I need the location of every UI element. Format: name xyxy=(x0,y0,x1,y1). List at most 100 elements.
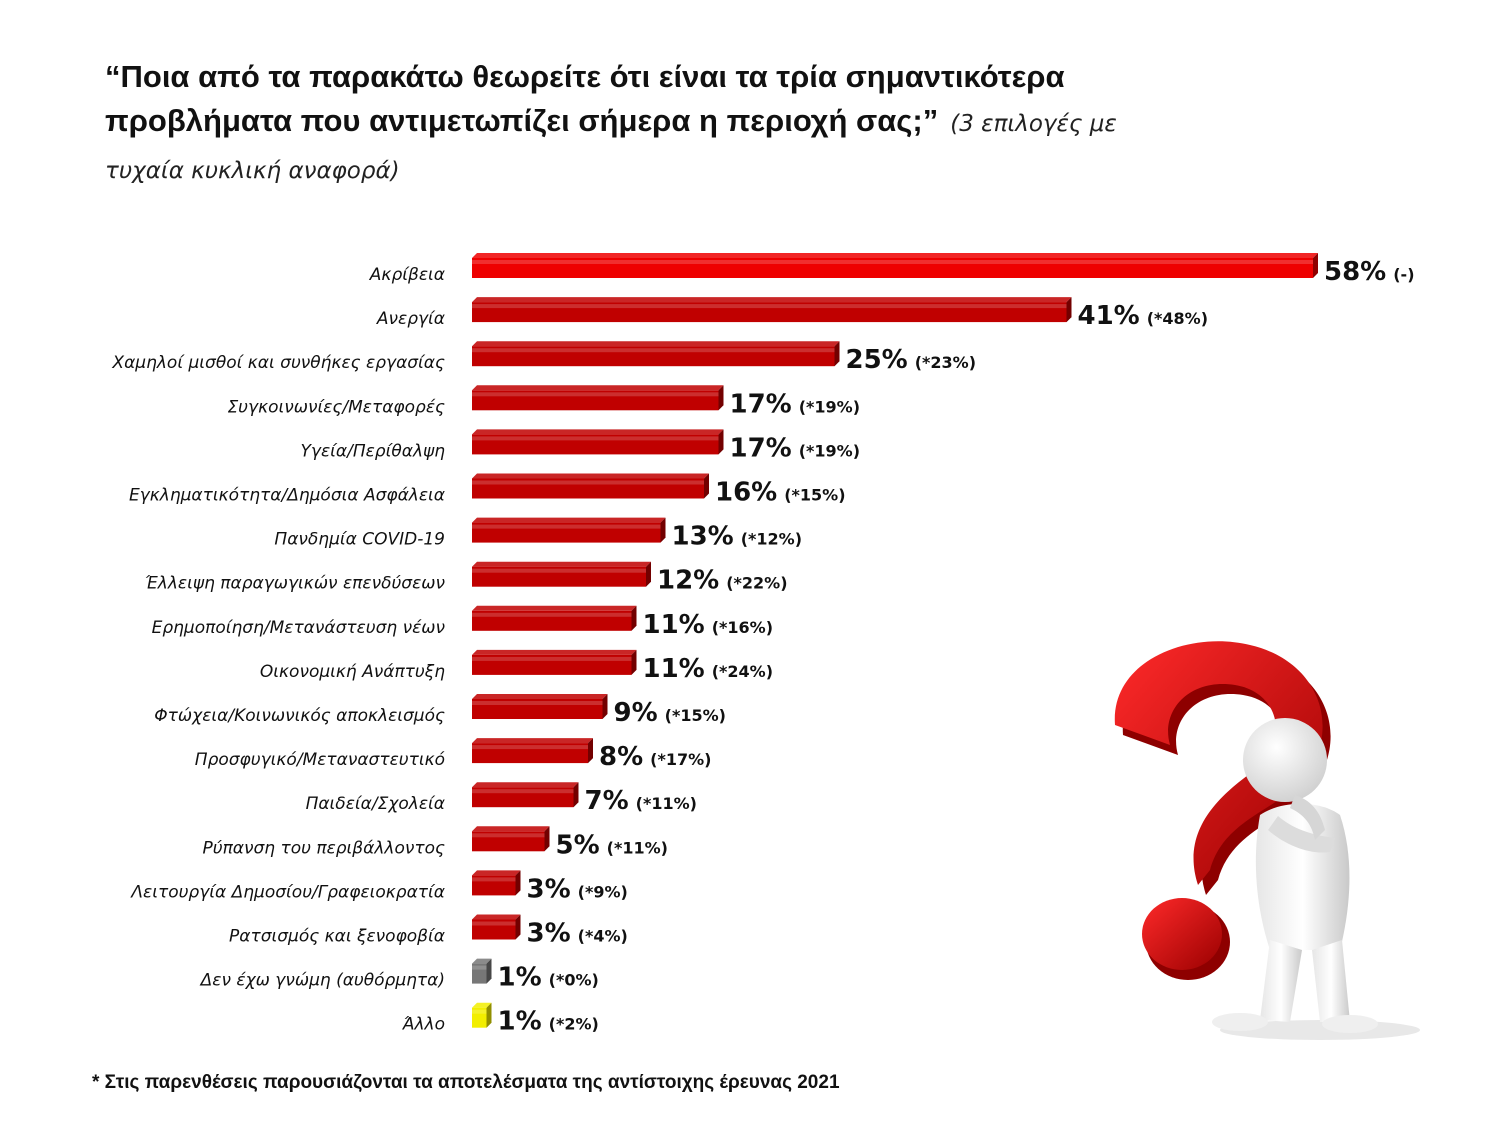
bar-highlight xyxy=(472,568,646,573)
category-label: Χαμηλοί μισθοί και συνθήκες εργασίας xyxy=(111,353,445,373)
bar-top xyxy=(472,782,579,788)
bar-group: Φτώχεια/Κοινωνικός αποκλεισμός 9% (*15%) xyxy=(154,694,726,728)
category-label: Υγεία/Περίθαλψη xyxy=(301,441,446,461)
bar-highlight xyxy=(472,1009,487,1014)
category-label: Ρύπανση του περιβάλλοντος xyxy=(202,838,445,858)
bar-side xyxy=(486,1002,492,1028)
bar xyxy=(472,258,1313,278)
bar-side xyxy=(588,738,593,764)
bar-top xyxy=(472,914,521,920)
bar-side xyxy=(718,385,724,411)
bar-highlight xyxy=(472,789,574,794)
category-label: Ακρίβεια xyxy=(369,265,445,285)
category-label: Οικονομική Ανάπτυξη xyxy=(260,662,445,682)
previous-value-label: (*12%) xyxy=(741,530,802,549)
bar-side xyxy=(515,870,521,896)
bar-side xyxy=(602,694,608,719)
bar-group: Έλλειψη παραγωγικών επενδύσεων 12% (*22%) xyxy=(145,561,788,596)
category-label: Παιδεία/Σχολεία xyxy=(306,794,445,814)
category-label: Προσφυγικό/Μεταναστευτικό xyxy=(195,750,445,770)
bar-highlight xyxy=(472,921,516,926)
title-note: (3 επιλογές με τυχαία κυκλική αναφορά) xyxy=(105,111,1117,184)
bar-top xyxy=(472,297,1072,303)
bar xyxy=(472,478,704,499)
bar xyxy=(472,434,719,455)
bar-side xyxy=(718,429,724,455)
bar-group: Εγκληματικότητα/Δημόσια Ασφάλεια 16% (*15%… xyxy=(129,473,846,508)
bar-side xyxy=(704,473,709,499)
bar xyxy=(472,831,545,852)
bar-highlight xyxy=(472,304,1067,309)
previous-value-label: (*19%) xyxy=(799,397,860,416)
previous-value-label: (*15%) xyxy=(665,706,726,725)
bar xyxy=(472,1007,487,1028)
bar-group: Ερημοποίηση/Μετανάστευση νέων 11% (*16%) xyxy=(152,605,774,640)
bar xyxy=(472,875,516,896)
value-label: 13% (*12%) xyxy=(672,522,803,552)
category-label: Φτώχεια/Κοινωνικός αποκλεισμός xyxy=(154,706,445,726)
bar xyxy=(472,566,646,587)
bar-side xyxy=(646,561,651,587)
bar xyxy=(472,919,516,940)
bar-group: Δεν έχω γνώμη (αυθόρμητα) 1% (*0%) xyxy=(199,958,599,993)
bar-highlight xyxy=(472,260,1313,264)
value-label: 17% (*19%) xyxy=(730,433,861,463)
bar-highlight xyxy=(472,965,487,970)
bar-top xyxy=(472,694,608,699)
bar-highlight xyxy=(472,656,632,661)
bar-group: Ρατσισμός και ξενοφοβία 3% (*4%) xyxy=(229,914,628,949)
category-label: Συγκοινωνίες/Μεταφορές xyxy=(227,397,445,417)
previous-value-label: (-) xyxy=(1393,265,1414,284)
category-label: Πανδημία COVID-19 xyxy=(274,530,445,550)
bar-top xyxy=(472,826,550,832)
bar xyxy=(472,346,835,367)
category-label: Ρατσισμός και ξενοφοβία xyxy=(229,927,445,947)
bar-top xyxy=(472,605,637,611)
bar-top xyxy=(472,517,666,523)
bar-group: Πανδημία COVID-19 13% (*12%) xyxy=(274,517,803,552)
value-label: 7% (*11%) xyxy=(585,786,697,816)
bar-top xyxy=(472,253,1318,258)
bar-side xyxy=(1313,253,1318,278)
bar xyxy=(472,654,632,675)
value-label: 17% (*19%) xyxy=(730,389,861,419)
bar-group: Οικονομική Ανάπτυξη 11% (*24%) xyxy=(260,649,773,684)
bar-highlight xyxy=(472,480,704,485)
bar-side xyxy=(631,605,637,631)
bar-group: Συγκοινωνίες/Μεταφορές 17% (*19%) xyxy=(227,385,860,419)
bar xyxy=(472,390,719,411)
value-label: 3% (*9%) xyxy=(527,874,628,904)
bar-top xyxy=(472,738,593,744)
previous-value-label: (*2%) xyxy=(549,1015,599,1034)
bar-side xyxy=(515,914,521,940)
bar-top xyxy=(472,870,521,876)
bar xyxy=(472,522,661,543)
question-mark-figure-illustration xyxy=(1114,641,1420,1040)
value-label: 3% (*4%) xyxy=(527,919,628,949)
previous-value-label: (*15%) xyxy=(784,486,845,505)
previous-value-label: (*11%) xyxy=(607,838,668,857)
bar-group: Ρύπανση του περιβάλλοντος 5% (*11%) xyxy=(202,826,668,860)
value-label: 9% (*15%) xyxy=(614,698,726,728)
value-label: 8% (*17%) xyxy=(599,742,711,772)
previous-value-label: (*11%) xyxy=(636,794,697,813)
value-label: 58% (-) xyxy=(1324,257,1415,287)
bar-side xyxy=(1066,297,1072,323)
previous-value-label: (*16%) xyxy=(712,618,773,637)
previous-value-label: (*17%) xyxy=(650,750,711,769)
previous-value-label: (*4%) xyxy=(578,927,628,946)
bar-top xyxy=(472,1002,492,1008)
bar-top xyxy=(472,649,637,655)
category-label: Έλλειψη παραγωγικών επενδύσεων xyxy=(145,574,446,594)
value-label: 5% (*11%) xyxy=(556,830,668,860)
category-label: Ερημοποίηση/Μετανάστευση νέων xyxy=(152,618,446,638)
category-label: Ανεργία xyxy=(376,309,445,329)
bar-highlight xyxy=(472,524,661,529)
bar xyxy=(472,787,574,808)
bar-top xyxy=(472,473,709,479)
bar-side xyxy=(573,782,579,808)
bar-top xyxy=(472,385,724,391)
bar-group: Λειτουργία Δημοσίου/Γραφειοκρατία 3% (*9%) xyxy=(129,870,628,904)
bar-side xyxy=(544,826,550,852)
value-label: 11% (*16%) xyxy=(643,610,774,640)
